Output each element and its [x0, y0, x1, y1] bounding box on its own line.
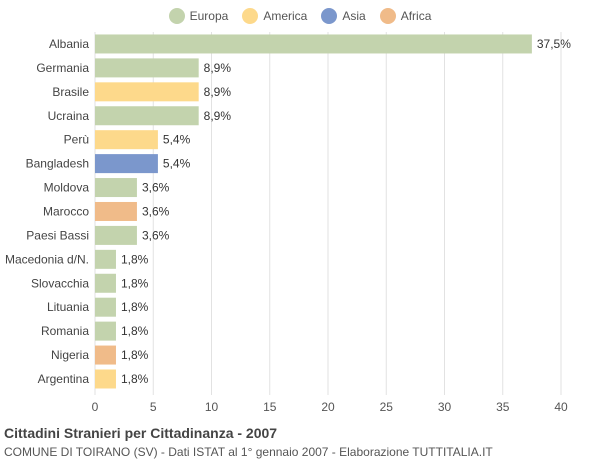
x-tick-label: 40 [554, 400, 568, 414]
data-label: 5,4% [163, 133, 191, 147]
category-label: Macedonia d/N. [5, 252, 89, 266]
data-label: 1,8% [121, 348, 149, 362]
x-tick-label: 5 [150, 400, 157, 414]
category-label: Slovacchia [31, 276, 89, 290]
data-label: 8,9% [204, 85, 232, 99]
data-label: 3,6% [142, 204, 170, 218]
legend-item-asia: Asia [321, 8, 366, 24]
bar [95, 273, 116, 293]
bar [95, 82, 199, 102]
category-label: Brasile [52, 85, 89, 99]
data-label: 5,4% [163, 157, 191, 171]
legend-label-africa: Africa [400, 9, 432, 23]
legend-label-america: America [263, 9, 308, 23]
bar [95, 201, 137, 221]
category-label: Paesi Bassi [26, 228, 89, 242]
category-label: Marocco [43, 204, 89, 218]
data-label: 8,9% [204, 109, 232, 123]
x-tick-label: 35 [496, 400, 510, 414]
category-label: Argentina [38, 372, 90, 386]
category-label: Perù [64, 133, 89, 147]
x-tick-label: 25 [380, 400, 394, 414]
x-tick-label: 30 [438, 400, 452, 414]
bar [95, 106, 199, 126]
x-tick-label: 15 [263, 400, 277, 414]
bar [95, 58, 199, 78]
data-label: 1,8% [121, 324, 149, 338]
legend-swatch-africa [379, 8, 396, 24]
data-label: 1,8% [121, 252, 149, 266]
category-label: Moldova [44, 181, 90, 195]
legend-item-america: America [242, 8, 307, 24]
data-label: 1,8% [121, 276, 149, 290]
chart-subtitle: COMUNE DI TOIRANO (SV) - Dati ISTAT al 1… [4, 445, 493, 459]
category-label: Ucraina [48, 109, 90, 123]
bar-chart: 0 5 10 15 20 25 30 35 40 Albania 37,5% Germania 8,9%… [5, 32, 571, 414]
bar [95, 34, 532, 54]
bar [95, 345, 116, 365]
category-label: Germania [36, 61, 89, 75]
x-tick-label: 20 [321, 400, 335, 414]
chart-title: Cittadini Stranieri per Cittadinanza - 2… [4, 425, 278, 441]
legend-label-asia: Asia [342, 9, 366, 23]
bar [95, 178, 137, 198]
category-label: Bangladesh [26, 157, 89, 171]
x-tick-label: 10 [205, 400, 219, 414]
bar [95, 130, 158, 150]
legend-swatch-asia [321, 8, 338, 24]
legend-item-europa: Europa [168, 8, 229, 24]
data-label: 3,6% [142, 228, 170, 242]
category-label: Romania [41, 324, 89, 338]
data-label: 8,9% [204, 61, 232, 75]
data-label: 3,6% [142, 181, 170, 195]
x-tick-label: 0 [92, 400, 99, 414]
legend-swatch-america [242, 8, 259, 24]
category-label: Lituania [47, 300, 89, 314]
legend-swatch-europa [168, 8, 185, 24]
data-label: 37,5% [537, 37, 571, 51]
bar [95, 249, 116, 269]
category-label: Nigeria [51, 348, 89, 362]
data-label: 1,8% [121, 300, 149, 314]
bar [95, 297, 116, 317]
bar [95, 369, 116, 389]
category-label: Albania [49, 37, 89, 51]
chart-legend: Europa America Asia Africa [0, 6, 600, 26]
bar [95, 225, 137, 245]
data-label: 1,8% [121, 372, 149, 386]
bar [95, 154, 158, 174]
legend-label-europa: Europa [189, 9, 229, 23]
legend-item-africa: Africa [379, 8, 432, 24]
bar [95, 321, 116, 341]
